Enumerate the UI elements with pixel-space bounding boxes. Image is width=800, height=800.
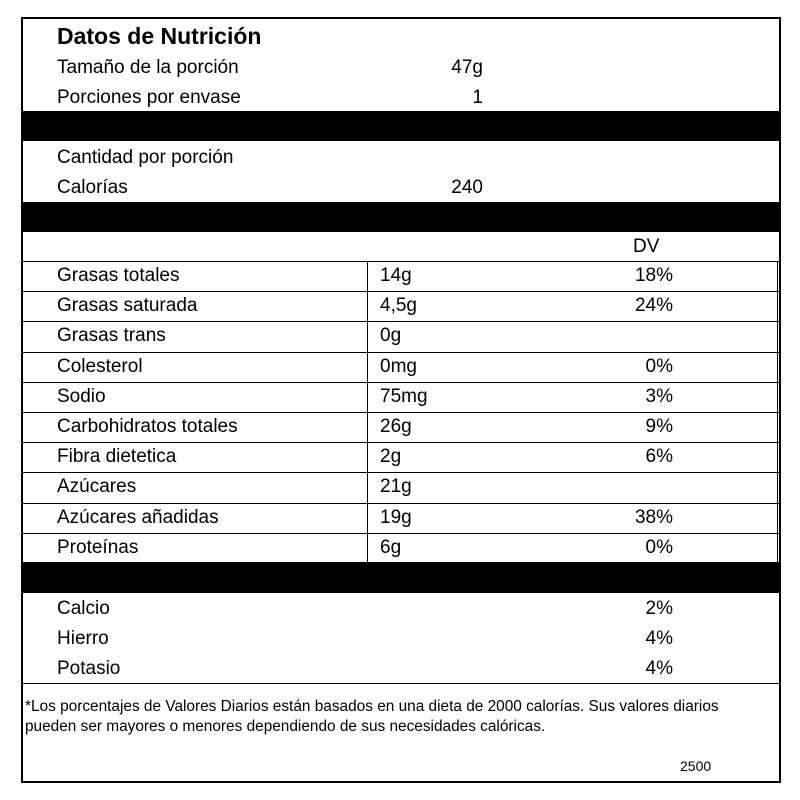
nutrient-dv: 38%: [634, 507, 673, 528]
mineral-dv: 4%: [645, 658, 673, 679]
nutrient-amount: 2g: [380, 446, 402, 467]
row-divider: [23, 472, 779, 473]
nutrient-amount: 26g: [380, 416, 412, 437]
servings-per-container-value: 1: [472, 87, 483, 108]
row-divider: [23, 442, 779, 443]
row-divider: [23, 352, 779, 353]
row-divider: [23, 321, 779, 322]
nutrient-dv: 18%: [634, 265, 673, 286]
mineral-dv: 4%: [645, 628, 673, 649]
row-divider: [23, 412, 779, 413]
nutrient-amount: 14g: [380, 265, 412, 286]
footnote-divider: [23, 683, 779, 684]
nutrient-name: Proteínas: [57, 537, 139, 558]
nutrient-dv: 3%: [645, 386, 673, 407]
nutrition-facts-label: Datos de Nutrición Tamaño de la porción …: [21, 17, 781, 783]
row-divider: [23, 503, 779, 504]
nutrient-dv: 6%: [645, 446, 673, 467]
nutrient-amount: 6g: [380, 537, 402, 558]
nutrient-name: Fibra dietetica: [57, 446, 177, 467]
mineral-name: Potasio: [57, 658, 121, 679]
column-divider: [367, 261, 368, 562]
row-divider: [23, 382, 779, 383]
nutrient-dv: 9%: [645, 416, 673, 437]
nutrient-name: Azúcares añadidas: [57, 507, 219, 528]
nutrient-name: Grasas trans: [57, 325, 166, 346]
nutrient-name: Grasas totales: [57, 265, 180, 286]
amount-per-serving-label: Cantidad por porción: [57, 147, 234, 168]
serving-size-label: Tamaño de la porción: [57, 57, 239, 78]
row-divider: [23, 261, 779, 262]
mineral-name: Hierro: [57, 628, 109, 649]
footnote-value: 2500: [680, 758, 712, 774]
nutrient-name: Grasas saturada: [57, 295, 198, 316]
nutrient-dv: 0%: [645, 356, 673, 377]
nutrient-name: Sodio: [57, 386, 106, 407]
label-title: Datos de Nutrición: [57, 23, 262, 49]
nutrient-dv: 0%: [645, 537, 673, 558]
nutrient-dv: 24%: [634, 295, 673, 316]
row-divider: [23, 533, 779, 534]
nutrient-amount: 19g: [380, 507, 412, 528]
footnote-line-2: pueden ser mayores o menores dependiendo…: [25, 718, 546, 735]
nutrient-amount: 4,5g: [380, 295, 417, 316]
dv-column-header: DV: [633, 236, 660, 257]
section-divider-bar: [23, 111, 779, 141]
serving-size-value: 47g: [451, 57, 483, 78]
section-divider-bar: [23, 202, 779, 231]
nutrient-amount: 0mg: [380, 356, 417, 377]
footnote-line-1: *Los porcentajes de Valores Diarios está…: [25, 698, 719, 715]
mineral-dv: 2%: [645, 598, 673, 619]
nutrient-amount: 0g: [380, 325, 402, 346]
column-divider: [777, 261, 778, 562]
mineral-name: Calcio: [57, 598, 110, 619]
row-divider: [23, 291, 779, 292]
nutrient-name: Carbohidratos totales: [57, 416, 238, 437]
nutrient-amount: 21g: [380, 476, 412, 497]
row-divider: [23, 231, 779, 232]
nutrient-name: Colesterol: [57, 356, 143, 377]
nutrient-name: Azúcares: [57, 476, 137, 497]
calories-value: 240: [451, 177, 483, 198]
servings-per-container-label: Porciones por envase: [57, 87, 241, 108]
nutrient-amount: 75mg: [380, 386, 428, 407]
section-divider-bar: [23, 562, 779, 593]
calories-label: Calorías: [57, 177, 128, 198]
